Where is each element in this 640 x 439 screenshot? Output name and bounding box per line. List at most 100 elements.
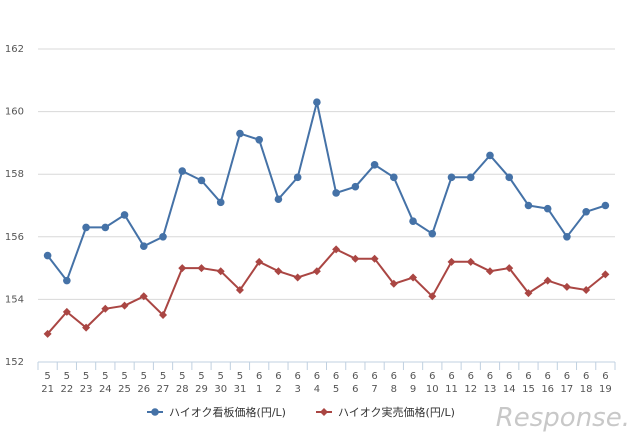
data-point-0 bbox=[466, 173, 475, 182]
data-point-0 bbox=[524, 201, 533, 210]
x-tick-label-day: 5 bbox=[333, 384, 339, 395]
data-point-1 bbox=[505, 264, 514, 273]
x-tick-label-day: 18 bbox=[580, 384, 593, 395]
data-point-1 bbox=[370, 254, 379, 263]
data-point-0 bbox=[505, 173, 514, 182]
data-point-1 bbox=[82, 323, 91, 332]
data-point-0 bbox=[563, 233, 571, 241]
y-tick-label-154: 154 bbox=[5, 294, 24, 305]
y-tick-label-156: 156 bbox=[5, 232, 24, 243]
data-point-1 bbox=[62, 307, 71, 316]
x-tick-label-month: 6 bbox=[256, 371, 262, 382]
y-tick-label-160: 160 bbox=[5, 107, 24, 118]
x-tick-label-month: 6 bbox=[564, 371, 570, 382]
data-point-0 bbox=[255, 135, 263, 144]
x-tick-label-month: 6 bbox=[506, 371, 512, 382]
x-tick-label-month: 6 bbox=[448, 371, 454, 382]
series-line-0 bbox=[46, 101, 606, 283]
legend-label-0: ハイオク看板価格(円/L) bbox=[169, 405, 286, 419]
x-tick-label-day: 25 bbox=[118, 384, 131, 395]
data-point-0 bbox=[63, 276, 71, 285]
data-point-1 bbox=[351, 254, 360, 263]
x-tick-label-month: 5 bbox=[121, 371, 127, 382]
data-point-1 bbox=[216, 267, 225, 276]
legend-marker-1 bbox=[320, 408, 328, 416]
data-point-0 bbox=[390, 173, 398, 182]
x-tick-label-day: 19 bbox=[599, 384, 612, 395]
x-tick-label-day: 6 bbox=[352, 384, 358, 395]
x-tick-label-day: 27 bbox=[157, 384, 170, 395]
x-tick-label-month: 6 bbox=[487, 371, 493, 382]
x-tick-label-day: 21 bbox=[41, 384, 54, 395]
data-point-1 bbox=[255, 257, 264, 266]
data-point-0 bbox=[428, 229, 437, 238]
x-tick-label-month: 5 bbox=[237, 371, 243, 382]
watermark-logo: Response. bbox=[495, 403, 630, 433]
data-point-0 bbox=[582, 207, 590, 216]
data-point-1 bbox=[332, 245, 341, 254]
y-tick-label-162: 162 bbox=[5, 44, 24, 55]
data-point-1 bbox=[274, 267, 283, 276]
x-tick-label-month: 6 bbox=[583, 371, 589, 382]
data-point-1 bbox=[389, 279, 398, 288]
x-tick-label-month: 5 bbox=[141, 371, 147, 382]
x-tick-label-day: 2 bbox=[275, 384, 281, 395]
data-point-0 bbox=[216, 198, 225, 207]
data-point-0 bbox=[313, 98, 321, 107]
x-tick-label-day: 24 bbox=[99, 384, 112, 395]
x-tick-label-month: 5 bbox=[218, 371, 224, 382]
x-tick-label-day: 30 bbox=[214, 384, 227, 395]
x-tick-label-day: 3 bbox=[294, 384, 300, 395]
x-tick-label-month: 5 bbox=[44, 371, 50, 382]
data-point-0 bbox=[543, 204, 552, 213]
data-point-1 bbox=[543, 276, 552, 285]
data-point-0 bbox=[197, 176, 206, 185]
data-point-0 bbox=[293, 173, 302, 182]
data-point-1 bbox=[447, 257, 456, 266]
data-point-1 bbox=[178, 264, 187, 273]
x-tick-label-month: 5 bbox=[83, 371, 89, 382]
data-point-0 bbox=[486, 151, 494, 160]
x-tick-label-day: 9 bbox=[410, 384, 416, 395]
x-tick-label-day: 12 bbox=[464, 384, 477, 395]
data-point-1 bbox=[120, 301, 129, 310]
x-tick-label-month: 6 bbox=[294, 371, 300, 382]
data-point-1 bbox=[159, 311, 168, 320]
x-tick-label-month: 5 bbox=[198, 371, 204, 382]
series-line-1 bbox=[46, 248, 607, 335]
series-group bbox=[43, 98, 610, 338]
data-point-1 bbox=[409, 273, 418, 282]
x-tick-label-day: 23 bbox=[80, 384, 93, 395]
data-point-0 bbox=[351, 182, 360, 191]
x-tick-label-month: 6 bbox=[391, 371, 397, 382]
data-point-1 bbox=[235, 286, 244, 295]
x-tick-label-month: 5 bbox=[179, 371, 185, 382]
x-tick-label-day: 22 bbox=[60, 384, 73, 395]
y-tick-label-152: 152 bbox=[5, 357, 24, 368]
data-point-0 bbox=[409, 217, 417, 225]
data-point-0 bbox=[236, 129, 244, 138]
data-point-1 bbox=[428, 292, 437, 301]
x-tick-label-month: 6 bbox=[275, 371, 281, 382]
x-axis: 5215225235245255265275285295305316162636… bbox=[37, 361, 616, 395]
data-point-1 bbox=[485, 267, 494, 276]
data-point-1 bbox=[562, 282, 571, 291]
x-tick-label-month: 6 bbox=[371, 371, 377, 382]
data-point-1 bbox=[139, 292, 148, 301]
x-tick-label-day: 28 bbox=[176, 384, 189, 395]
data-point-1 bbox=[312, 267, 321, 276]
x-tick-label-month: 6 bbox=[544, 371, 550, 382]
data-point-1 bbox=[601, 270, 610, 279]
x-tick-label-day: 7 bbox=[371, 384, 377, 395]
x-tick-label-month: 6 bbox=[410, 371, 416, 382]
x-tick-label-day: 14 bbox=[503, 384, 516, 395]
x-tick-label-month: 6 bbox=[333, 371, 339, 382]
x-tick-label-day: 16 bbox=[541, 384, 554, 395]
data-point-0 bbox=[139, 242, 148, 250]
data-point-0 bbox=[43, 251, 52, 260]
data-point-0 bbox=[159, 233, 167, 241]
x-tick-label-month: 6 bbox=[468, 371, 474, 382]
legend: ハイオク看板価格(円/L) ハイオク実売価格(円/L) bbox=[147, 405, 455, 419]
x-tick-label-day: 10 bbox=[426, 384, 439, 395]
